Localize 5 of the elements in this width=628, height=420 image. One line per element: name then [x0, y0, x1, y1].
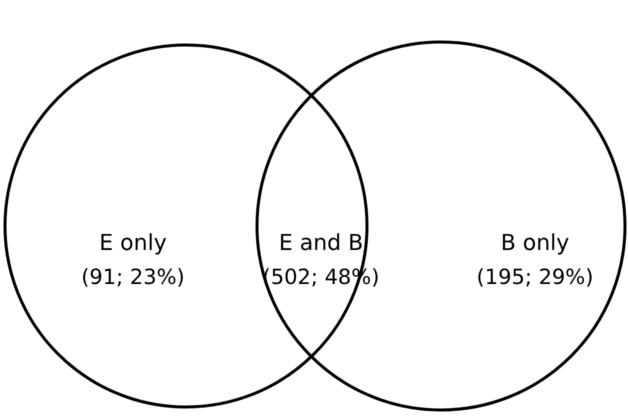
data-label: (91; 23%) — [81, 265, 185, 289]
category-label: E and B — [278, 231, 364, 256]
category-label: E only — [99, 231, 167, 256]
category-label: B only — [500, 231, 570, 256]
data-label: (195; 29%) — [476, 265, 594, 289]
